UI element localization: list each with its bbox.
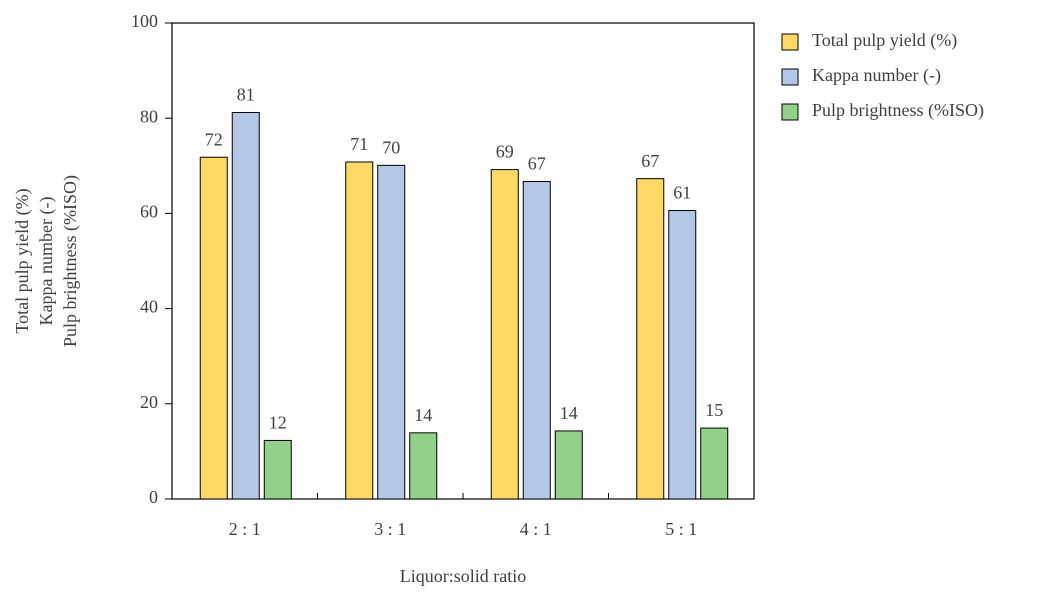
value-label: 12	[269, 413, 287, 433]
y-axis-title: Kappa number (-)	[36, 197, 57, 326]
bar	[231, 111, 260, 500]
y-tick-label: 80	[140, 106, 158, 126]
x-tick-label: 4 : 1	[520, 519, 552, 539]
x-tick-label: 5 : 1	[665, 519, 697, 539]
value-label: 72	[205, 129, 223, 149]
value-label: 69	[496, 142, 514, 162]
bar	[409, 432, 438, 500]
value-label: 15	[705, 400, 723, 420]
value-label: 70	[382, 137, 400, 157]
y-tick-label: 40	[140, 297, 158, 317]
y-axis-title: Pulp brightness (%ISO)	[60, 175, 81, 347]
legend-label: Total pulp yield (%)	[812, 30, 957, 51]
bar	[700, 427, 729, 500]
bar	[199, 156, 228, 500]
y-tick-label: 20	[140, 392, 158, 412]
legend-swatch	[781, 68, 799, 86]
value-label: 81	[237, 85, 255, 105]
bar	[263, 439, 292, 500]
value-label: 71	[350, 134, 368, 154]
legend-label: Kappa number (-)	[812, 65, 941, 86]
value-label: 67	[528, 154, 546, 174]
bar	[636, 178, 665, 500]
value-label: 14	[414, 405, 432, 425]
x-tick-label: 3 : 1	[374, 519, 406, 539]
y-tick-label: 0	[149, 487, 158, 507]
y-tick-label: 60	[140, 202, 158, 222]
bar	[668, 210, 697, 500]
bar	[345, 161, 374, 500]
legend-swatch	[781, 103, 799, 121]
bar	[554, 430, 583, 500]
legend-label: Pulp brightness (%ISO)	[812, 100, 984, 121]
value-label: 14	[560, 403, 578, 423]
x-axis-title: Liquor:solid ratio	[400, 566, 526, 586]
value-label: 61	[673, 183, 691, 203]
bar	[377, 164, 406, 500]
x-tick-label: 2 : 1	[229, 519, 261, 539]
value-label: 67	[641, 151, 659, 171]
bar	[490, 169, 519, 500]
y-tick-label: 100	[131, 11, 158, 31]
legend-swatch	[781, 33, 799, 51]
y-axis-title: Total pulp yield (%)	[12, 188, 33, 333]
bar	[522, 181, 551, 500]
